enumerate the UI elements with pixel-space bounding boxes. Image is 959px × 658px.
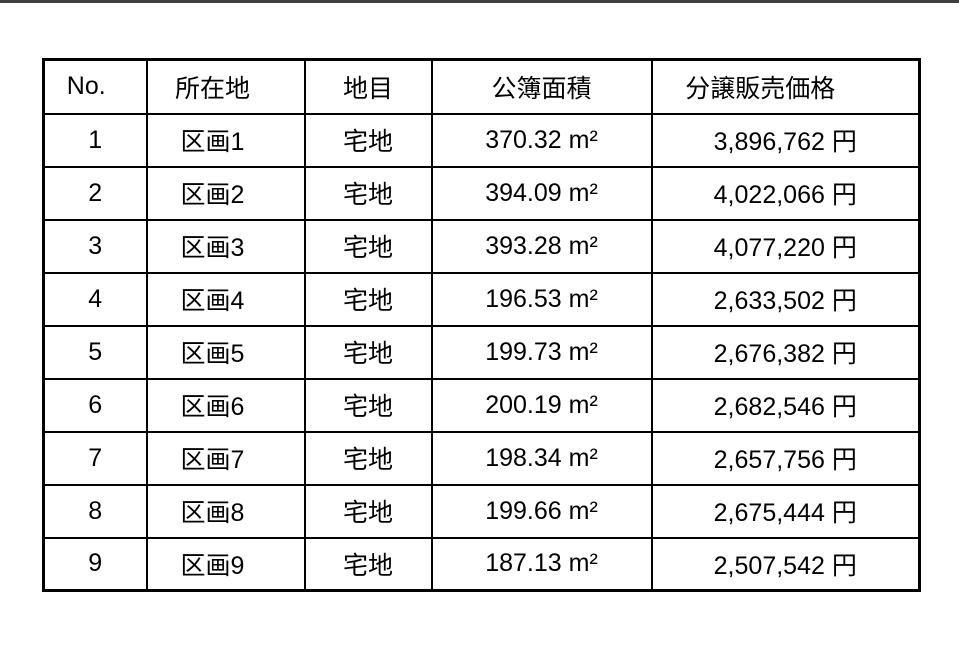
cell-land-category: 宅地 bbox=[303, 377, 433, 433]
cell-land-category: 宅地 bbox=[303, 165, 433, 221]
cell-land-category: 宅地 bbox=[303, 430, 433, 486]
table-row: 7 区画7 宅地 198.34 m² 2,657,756 円 bbox=[42, 430, 921, 486]
lot-price-table: No. 所在地 地目 公簿面積 分譲販売価格 1 区画1 宅地 370.32 m… bbox=[42, 58, 921, 592]
cell-no: 1 bbox=[42, 112, 148, 168]
cell-location: 区画8 bbox=[145, 483, 306, 539]
cell-price: 2,657,756 円 bbox=[650, 430, 921, 486]
table-row: 6 区画6 宅地 200.19 m² 2,682,546 円 bbox=[42, 377, 921, 433]
table-row: 8 区画8 宅地 199.66 m² 2,675,444 円 bbox=[42, 483, 921, 539]
header-sale-price: 分譲販売価格 bbox=[650, 58, 921, 115]
cell-land-category: 宅地 bbox=[303, 536, 433, 592]
cell-location: 区画2 bbox=[145, 165, 306, 221]
screen-top-edge bbox=[0, 0, 959, 3]
cell-location: 区画9 bbox=[145, 536, 306, 592]
cell-land-category: 宅地 bbox=[303, 324, 433, 380]
cell-no: 5 bbox=[42, 324, 148, 380]
cell-land-category: 宅地 bbox=[303, 218, 433, 274]
cell-no: 9 bbox=[42, 536, 148, 592]
cell-location: 区画5 bbox=[145, 324, 306, 380]
cell-area: 199.66 m² bbox=[430, 483, 653, 539]
table-row: 9 区画9 宅地 187.13 m² 2,507,542 円 bbox=[42, 536, 921, 592]
cell-price: 2,675,444 円 bbox=[650, 483, 921, 539]
cell-land-category: 宅地 bbox=[303, 271, 433, 327]
cell-location: 区画3 bbox=[145, 218, 306, 274]
cell-price: 4,077,220 円 bbox=[650, 218, 921, 274]
table-row: 4 区画4 宅地 196.53 m² 2,633,502 円 bbox=[42, 271, 921, 327]
cell-price: 2,507,542 円 bbox=[650, 536, 921, 592]
cell-price: 3,896,762 円 bbox=[650, 112, 921, 168]
cell-area: 200.19 m² bbox=[430, 377, 653, 433]
cell-location: 区画6 bbox=[145, 377, 306, 433]
cell-location: 区画7 bbox=[145, 430, 306, 486]
header-location: 所在地 bbox=[145, 58, 306, 115]
cell-area: 199.73 m² bbox=[430, 324, 653, 380]
cell-price: 2,682,546 円 bbox=[650, 377, 921, 433]
cell-area: 370.32 m² bbox=[430, 112, 653, 168]
cell-land-category: 宅地 bbox=[303, 112, 433, 168]
cell-location: 区画4 bbox=[145, 271, 306, 327]
cell-area: 393.28 m² bbox=[430, 218, 653, 274]
cell-no: 7 bbox=[42, 430, 148, 486]
cell-no: 4 bbox=[42, 271, 148, 327]
header-row: No. 所在地 地目 公簿面積 分譲販売価格 bbox=[42, 58, 921, 115]
header-no: No. bbox=[42, 58, 148, 115]
cell-area: 196.53 m² bbox=[430, 271, 653, 327]
table-row: 2 区画2 宅地 394.09 m² 4,022,066 円 bbox=[42, 165, 921, 221]
table-row: 3 区画3 宅地 393.28 m² 4,077,220 円 bbox=[42, 218, 921, 274]
header-land-category: 地目 bbox=[303, 58, 433, 115]
header-registered-area: 公簿面積 bbox=[430, 58, 653, 115]
cell-no: 8 bbox=[42, 483, 148, 539]
cell-no: 3 bbox=[42, 218, 148, 274]
cell-area: 198.34 m² bbox=[430, 430, 653, 486]
cell-price: 2,633,502 円 bbox=[650, 271, 921, 327]
table-row: 5 区画5 宅地 199.73 m² 2,676,382 円 bbox=[42, 324, 921, 380]
cell-price: 2,676,382 円 bbox=[650, 324, 921, 380]
cell-price: 4,022,066 円 bbox=[650, 165, 921, 221]
cell-no: 6 bbox=[42, 377, 148, 433]
cell-area: 187.13 m² bbox=[430, 536, 653, 592]
cell-no: 2 bbox=[42, 165, 148, 221]
cell-location: 区画1 bbox=[145, 112, 306, 168]
cell-land-category: 宅地 bbox=[303, 483, 433, 539]
table-row: 1 区画1 宅地 370.32 m² 3,896,762 円 bbox=[42, 112, 921, 168]
cell-area: 394.09 m² bbox=[430, 165, 653, 221]
